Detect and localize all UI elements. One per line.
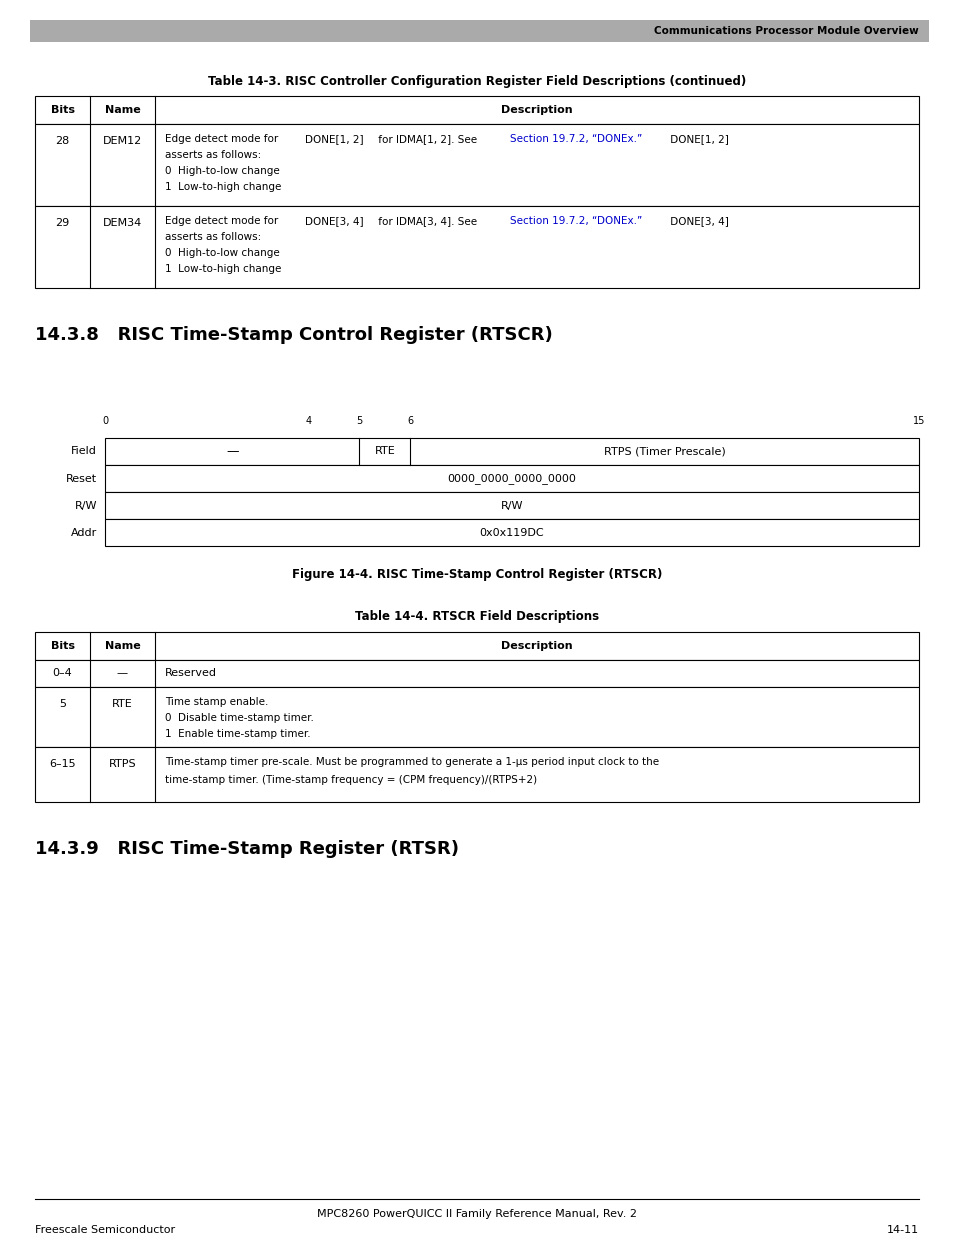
Text: DEM12: DEM12 [103, 136, 142, 146]
Text: 5: 5 [355, 416, 362, 426]
Text: 5: 5 [59, 699, 66, 709]
Text: 4: 4 [305, 416, 312, 426]
Text: 15: 15 [912, 416, 924, 426]
Bar [105, 466, 918, 492]
Text: Section 19.7.2, “DONEx.”: Section 19.7.2, “DONEx.” [510, 216, 641, 226]
Text: 0–4: 0–4 [52, 668, 72, 678]
Text: RTE: RTE [374, 447, 395, 457]
Bar [30, 20, 928, 42]
Text: Time-stamp timer pre-scale. Must be programmed to generate a 1-μs period input c: Time-stamp timer pre-scale. Must be prog… [165, 757, 659, 767]
Text: 28: 28 [55, 136, 70, 146]
Text: time-stamp timer. (Time-stamp frequency = (CPM frequency)/(RTPS+2): time-stamp timer. (Time-stamp frequency … [165, 776, 537, 785]
Text: Edge detect mode for: Edge detect mode for [165, 216, 281, 226]
Text: 29: 29 [55, 219, 70, 228]
Text: Figure 14-4. RISC Time-Stamp Control Register (RTSCR): Figure 14-4. RISC Time-Stamp Control Reg… [292, 568, 661, 580]
Text: 0: 0 [102, 416, 108, 426]
Text: Section 19.7.2, “DONEx.”: Section 19.7.2, “DONEx.” [510, 135, 641, 144]
Text: Edge detect mode for: Edge detect mode for [165, 135, 281, 144]
Text: Reset: Reset [66, 473, 97, 483]
Text: DEM34: DEM34 [103, 219, 142, 228]
Text: 6: 6 [407, 416, 413, 426]
Text: MPC8260 PowerQUICC II Family Reference Manual, Rev. 2: MPC8260 PowerQUICC II Family Reference M… [316, 1209, 637, 1219]
Text: DONE[3, 4]: DONE[3, 4] [666, 216, 728, 226]
Text: Table 14-3. RISC Controller Configuration Register Field Descriptions (continued: Table 14-3. RISC Controller Configuratio… [208, 75, 745, 88]
Text: Name: Name [105, 641, 140, 651]
Text: 14.3.8   RISC Time-Stamp Control Register (RTSCR): 14.3.8 RISC Time-Stamp Control Register … [35, 326, 552, 345]
Text: R/W: R/W [500, 500, 522, 510]
Bar [35, 124, 918, 206]
Text: 1  Enable time-stamp timer.: 1 Enable time-stamp timer. [165, 729, 311, 739]
Text: DONE[1, 2]: DONE[1, 2] [305, 135, 363, 144]
Text: Freescale Semiconductor: Freescale Semiconductor [35, 1225, 175, 1235]
Text: 0  Disable time-stamp timer.: 0 Disable time-stamp timer. [165, 713, 314, 722]
Bar [35, 632, 918, 659]
Text: Bits: Bits [51, 105, 74, 115]
Text: RTPS (Timer Prescale): RTPS (Timer Prescale) [603, 447, 724, 457]
Text: for IDMA[3, 4]. See: for IDMA[3, 4]. See [375, 216, 480, 226]
Text: RTPS: RTPS [109, 760, 136, 769]
Text: 0  High-to-low change: 0 High-to-low change [165, 165, 279, 177]
Bar [35, 747, 918, 802]
Text: RTE: RTE [112, 699, 132, 709]
Text: R/W: R/W [74, 500, 97, 510]
Text: Name: Name [105, 105, 140, 115]
Text: Addr: Addr [71, 527, 97, 537]
Text: Table 14-4. RTSCR Field Descriptions: Table 14-4. RTSCR Field Descriptions [355, 610, 598, 622]
Text: asserts as follows:: asserts as follows: [165, 232, 261, 242]
Text: Reserved: Reserved [165, 668, 216, 678]
Text: Communications Processor Module Overview: Communications Processor Module Overview [654, 26, 918, 36]
Text: Description: Description [500, 105, 572, 115]
Bar [105, 492, 918, 519]
Text: for IDMA[1, 2]. See: for IDMA[1, 2]. See [375, 135, 480, 144]
Text: 0000_0000_0000_0000: 0000_0000_0000_0000 [447, 473, 576, 484]
Bar [35, 96, 918, 124]
Text: 1  Low-to-high change: 1 Low-to-high change [165, 182, 281, 191]
Text: asserts as follows:: asserts as follows: [165, 149, 261, 161]
Text: Description: Description [500, 641, 572, 651]
Text: 0x0x119DC: 0x0x119DC [479, 527, 544, 537]
Bar [35, 659, 918, 687]
Text: —: — [226, 445, 238, 458]
Bar [105, 519, 918, 546]
Text: Time stamp enable.: Time stamp enable. [165, 697, 268, 706]
Bar [35, 687, 918, 747]
Text: 14.3.9   RISC Time-Stamp Register (RTSR): 14.3.9 RISC Time-Stamp Register (RTSR) [35, 840, 458, 858]
Text: Bits: Bits [51, 641, 74, 651]
Bar [35, 206, 918, 288]
Text: Field: Field [71, 447, 97, 457]
Text: 1  Low-to-high change: 1 Low-to-high change [165, 264, 281, 274]
Text: 6–15: 6–15 [50, 760, 75, 769]
Text: 14-11: 14-11 [886, 1225, 918, 1235]
Text: 0  High-to-low change: 0 High-to-low change [165, 248, 279, 258]
Text: —: — [117, 668, 128, 678]
Bar [105, 438, 918, 466]
Text: DONE[1, 2]: DONE[1, 2] [666, 135, 728, 144]
Text: DONE[3, 4]: DONE[3, 4] [305, 216, 363, 226]
